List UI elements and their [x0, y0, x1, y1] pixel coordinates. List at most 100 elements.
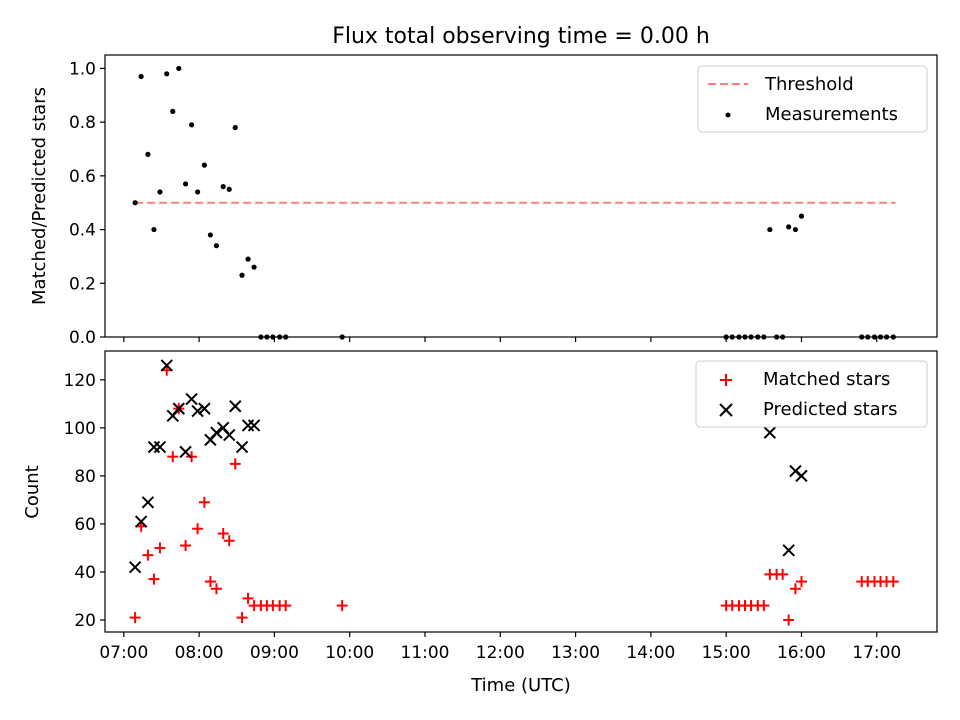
measurement-point: [157, 189, 163, 195]
measurement-point: [774, 334, 780, 340]
measurement-point: [871, 334, 878, 340]
matched-star-point: [789, 583, 801, 595]
measurement-point: [245, 256, 251, 262]
predicted-star-point: [128, 560, 142, 574]
predicted-star-point: [782, 544, 795, 557]
matched-star-point: [167, 451, 179, 463]
measurement-point: [195, 189, 201, 195]
measurement-point: [164, 71, 170, 77]
matched-star-point: [192, 523, 204, 535]
top-plot-frame: [104, 54, 938, 338]
predicted-star-point: [134, 515, 148, 528]
bottom-y-axis-label: Count: [22, 465, 43, 518]
measurement-point: [182, 181, 189, 187]
predicted-star-point: [172, 402, 185, 415]
y-tick-label: 40: [74, 563, 96, 583]
matched-star-point: [154, 542, 166, 554]
bottom-panel: 20 40 60 80 100 120 07:00 08:00 09:00 10:00 11:00…: [22, 350, 938, 696]
predicted-star-stroke-b: [247, 419, 261, 432]
measurement-points: [132, 65, 896, 340]
measurement-point: [226, 186, 232, 192]
predicted-star-point: [223, 428, 236, 442]
y-tick-label: 0.6: [69, 167, 96, 187]
predicted-star-stroke-b: [134, 515, 148, 528]
measurement-point: [207, 232, 214, 238]
legend-threshold-label: Threshold: [764, 74, 854, 95]
measurement-point: [213, 243, 220, 249]
bottom-x-ticks: 07:00 08:00 09:00 10:00 11:00 12:00 13:00 14:00…: [99, 632, 901, 663]
predicted-star-point: [229, 400, 242, 413]
y-tick-label: 0.8: [69, 113, 96, 133]
legend-matched-label: Matched stars: [763, 369, 890, 390]
matched-star-point: [777, 568, 789, 580]
measurement-point: [170, 108, 176, 114]
matched-star-point: [180, 540, 192, 552]
measurement-point: [201, 162, 207, 168]
legend-matched-swatch: [720, 374, 732, 386]
bottom-plot-frame: [104, 350, 938, 633]
measurement-point: [145, 151, 151, 157]
predicted-star-stroke-b: [198, 402, 211, 415]
legend-measurements-label: Measurements: [765, 104, 898, 125]
matched-star-point: [223, 535, 235, 547]
matched-star-point: [210, 583, 222, 595]
y-tick-label: 0.0: [69, 328, 96, 348]
y-tick-label: 1.0: [69, 59, 96, 79]
matched-stars-points: [129, 364, 899, 626]
measurement-point: [742, 334, 748, 340]
top-legend: Threshold Measurements: [697, 65, 928, 133]
predicted-star-point: [191, 404, 204, 418]
measurement-point: [251, 264, 257, 270]
measurement-point: [232, 124, 238, 131]
matched-star-point: [887, 576, 899, 588]
measurement-point: [792, 226, 799, 233]
measurement-point: [755, 334, 761, 340]
measurement-point: [270, 334, 276, 340]
predicted-star-stroke-b: [223, 428, 236, 442]
measurement-point: [736, 334, 742, 340]
x-tick-label: 14:00: [626, 643, 675, 663]
x-tick-label: 11:00: [401, 643, 450, 663]
measurement-point: [883, 334, 890, 340]
x-tick-label: 15:00: [702, 643, 751, 663]
matched-star-point: [198, 496, 210, 508]
predicted-star-stroke-b: [191, 404, 204, 418]
measurement-point: [798, 213, 805, 219]
predicted-star-point: [179, 445, 192, 459]
x-tick-label: 10:00: [325, 643, 374, 663]
measurement-point: [767, 226, 773, 233]
matched-star-point: [280, 600, 292, 612]
x-tick-label: 16:00: [777, 643, 826, 663]
matched-star-point: [148, 573, 160, 585]
matched-star-point: [142, 549, 154, 561]
bottom-legend-box: [695, 360, 928, 428]
predicted-star-stroke-b: [782, 544, 795, 557]
measurement-point: [239, 272, 245, 278]
matched-star-point: [229, 458, 241, 470]
measurement-point: [786, 224, 792, 230]
measurement-point: [748, 334, 754, 340]
predicted-star-point: [210, 426, 223, 439]
predicted-star-stroke-b: [128, 560, 142, 574]
predicted-star-stroke-b: [141, 496, 155, 509]
predicted-star-stroke-b: [160, 359, 173, 372]
measurement-point: [138, 73, 144, 80]
measurement-point: [865, 334, 871, 340]
measurement-point: [258, 334, 264, 340]
matched-star-point: [758, 600, 770, 612]
matched-star-point: [336, 600, 348, 612]
predicted-stars-points: [128, 359, 808, 574]
bottom-legend: Matched stars Predicted stars: [695, 360, 928, 428]
predicted-star-point: [141, 496, 155, 509]
measurement-point: [723, 334, 729, 340]
legend-predicted-label: Predicted stars: [763, 399, 897, 420]
matched-star-point: [204, 576, 216, 588]
measurement-point: [877, 334, 884, 340]
measurement-point: [264, 334, 270, 340]
measurement-point: [339, 334, 345, 340]
measurement-point: [188, 122, 195, 128]
predicted-star-point: [185, 392, 198, 406]
matched-star-point: [129, 612, 141, 624]
legend-predicted-swatch: [719, 403, 733, 417]
